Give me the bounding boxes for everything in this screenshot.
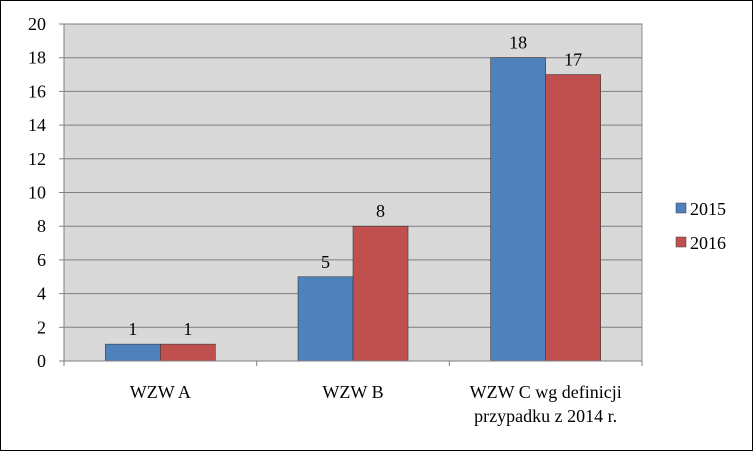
data-label: 1 <box>183 319 192 339</box>
legend-swatch-2015 <box>675 202 687 214</box>
data-label: 5 <box>321 252 330 272</box>
bars: 1 1 5 8 18 17 <box>105 33 601 362</box>
bar-2016-3 <box>545 74 601 362</box>
y-tick-label: 10 <box>28 183 46 203</box>
legend-label-2015: 2015 <box>690 199 726 219</box>
data-label: 17 <box>564 50 582 70</box>
bar-2016-1 <box>160 343 216 362</box>
y-tick-label: 18 <box>28 48 46 68</box>
bar-2015-1 <box>105 343 161 362</box>
bar-2015-3 <box>490 57 546 362</box>
data-label: 18 <box>509 33 527 53</box>
y-tick-label: 4 <box>37 284 46 304</box>
y-tick-label: 12 <box>28 149 46 169</box>
y-axis: 0 2 4 6 8 10 12 14 16 18 20 <box>28 14 65 371</box>
x-axis: WZW A WZW B WZW C wg definicji przypadku z … <box>63 360 643 426</box>
y-tick-label: 2 <box>37 317 46 337</box>
data-label: 8 <box>376 201 385 221</box>
y-tick-label: 16 <box>28 81 46 101</box>
y-tick-label: 8 <box>37 216 46 236</box>
legend-label-2016: 2016 <box>690 233 726 253</box>
x-tick-label: WZW C wg definicji przypadku z 2014 r. <box>470 382 622 426</box>
x-tick-label: WZW B <box>322 382 383 402</box>
y-tick-label: 20 <box>28 14 46 34</box>
y-tick-label: 6 <box>37 250 46 270</box>
bar-2015-2 <box>297 276 354 362</box>
x-tick-label: WZW A <box>130 382 191 402</box>
legend-swatch-2016 <box>675 236 687 248</box>
legend: 2015 2016 <box>675 199 726 253</box>
data-label: 1 <box>128 319 137 339</box>
y-tick-label: 14 <box>28 115 46 135</box>
y-tick-label: 0 <box>37 351 46 371</box>
bar-2016-2 <box>352 225 409 362</box>
